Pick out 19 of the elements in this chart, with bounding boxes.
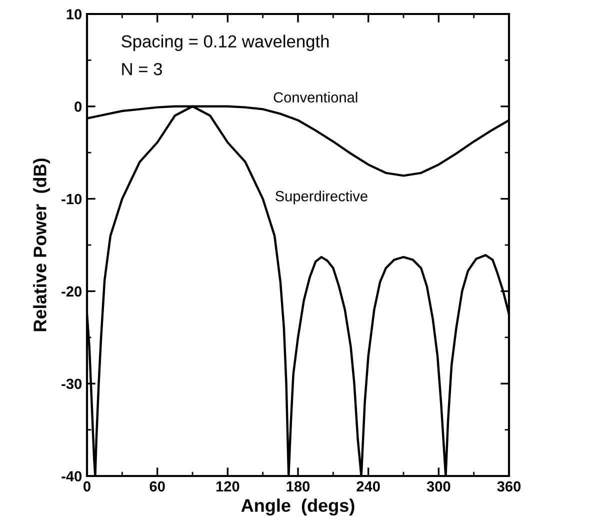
x-tick-label: 240 [356, 481, 380, 492]
series-label: Superdirective [276, 190, 368, 204]
x-tick-label: 360 [497, 481, 521, 492]
y-tick-label: 10 [66, 9, 82, 20]
annotation: N = 3 [122, 62, 162, 76]
y-tick-label: -30 [62, 378, 82, 390]
x-axis-title: Angle (degs) [241, 498, 354, 516]
x-tick-label: 120 [216, 481, 240, 492]
y-tick-label: -20 [62, 286, 82, 297]
x-tick-label: 180 [286, 481, 310, 492]
y-tick-label: 0 [74, 102, 82, 112]
y-tick-label: -10 [62, 194, 82, 204]
y-tick-label: -40 [62, 471, 82, 482]
x-tick-label: 300 [426, 481, 450, 492]
series-label: Conventional [274, 92, 358, 103]
x-tick-label: 0 [84, 481, 90, 492]
annotation: Spacing = 0.12 wavelength [122, 34, 329, 51]
y-axis-title: Relative Power (dB) [33, 158, 50, 332]
x-tick-label: 60 [150, 481, 165, 492]
